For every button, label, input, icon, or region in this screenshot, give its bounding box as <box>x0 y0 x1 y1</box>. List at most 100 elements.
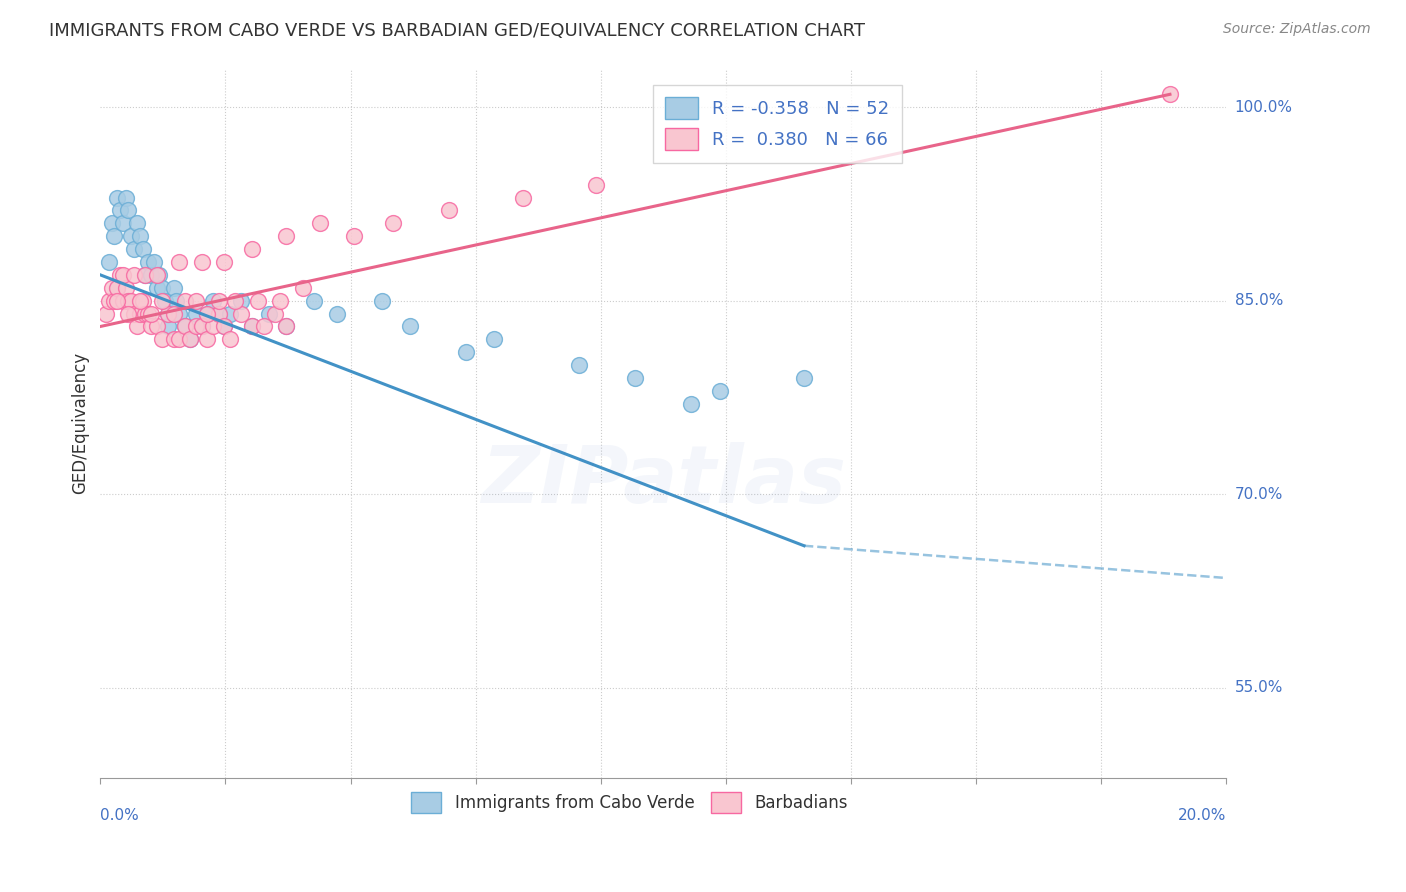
Point <box>150 332 173 346</box>
Point <box>212 255 235 269</box>
Point <box>100 216 122 230</box>
Point <box>276 319 298 334</box>
Point <box>179 332 201 346</box>
Point <box>212 319 235 334</box>
Text: 0.0%: 0.0% <box>100 808 139 823</box>
Point <box>134 307 156 321</box>
Point <box>184 319 207 334</box>
Point <box>139 307 162 321</box>
Point <box>681 397 703 411</box>
Point <box>97 293 120 308</box>
Point <box>103 229 125 244</box>
Point <box>269 293 291 308</box>
Point <box>382 216 405 230</box>
Point <box>309 216 332 230</box>
Point <box>142 255 165 269</box>
Point <box>240 319 263 334</box>
Point <box>139 319 162 334</box>
Point <box>136 307 159 321</box>
Point <box>240 242 263 256</box>
Point <box>257 307 280 321</box>
Point <box>512 190 534 204</box>
Point <box>276 319 298 334</box>
Point <box>145 268 167 282</box>
Point <box>105 293 128 308</box>
Point <box>173 319 195 334</box>
Point <box>156 319 179 334</box>
Point <box>201 293 224 308</box>
Point <box>162 281 184 295</box>
Text: 70.0%: 70.0% <box>1234 487 1282 501</box>
Point <box>326 307 349 321</box>
Point <box>190 319 212 334</box>
Point <box>156 307 179 321</box>
Point <box>117 307 139 321</box>
Point <box>122 307 145 321</box>
Point <box>173 293 195 308</box>
Point <box>148 268 170 282</box>
Point <box>167 307 190 321</box>
Point <box>179 332 201 346</box>
Point <box>128 293 150 308</box>
Point <box>162 307 184 321</box>
Point <box>624 371 647 385</box>
Point <box>162 332 184 346</box>
Point <box>97 255 120 269</box>
Text: 100.0%: 100.0% <box>1234 100 1292 115</box>
Point <box>100 281 122 295</box>
Point <box>105 281 128 295</box>
Point <box>276 229 298 244</box>
Point <box>292 281 315 295</box>
Point <box>793 371 815 385</box>
Point <box>114 281 136 295</box>
Point <box>103 293 125 308</box>
Point <box>1159 87 1181 102</box>
Point <box>122 242 145 256</box>
Text: IMMIGRANTS FROM CABO VERDE VS BARBADIAN GED/EQUIVALENCY CORRELATION CHART: IMMIGRANTS FROM CABO VERDE VS BARBADIAN … <box>49 22 865 40</box>
Point <box>218 307 240 321</box>
Point <box>117 293 139 308</box>
Point <box>484 332 506 346</box>
Point <box>240 319 263 334</box>
Point <box>207 293 229 308</box>
Point <box>456 345 478 359</box>
Point <box>165 293 187 308</box>
Point <box>195 307 218 321</box>
Point <box>120 293 142 308</box>
Point <box>212 319 235 334</box>
Point <box>439 203 461 218</box>
Point <box>399 319 422 334</box>
Text: 85.0%: 85.0% <box>1234 293 1282 309</box>
Point <box>139 268 162 282</box>
Point <box>120 229 142 244</box>
Point <box>184 293 207 308</box>
Point <box>117 203 139 218</box>
Point <box>94 307 117 321</box>
Point <box>190 255 212 269</box>
Point <box>111 268 134 282</box>
Point <box>229 293 252 308</box>
Point <box>114 190 136 204</box>
Text: ZIPatlas: ZIPatlas <box>481 442 846 520</box>
Point <box>117 293 139 308</box>
Point <box>131 293 153 308</box>
Point <box>134 268 156 282</box>
Point <box>156 307 179 321</box>
Point <box>134 268 156 282</box>
Point <box>167 255 190 269</box>
Point <box>150 293 173 308</box>
Point <box>207 307 229 321</box>
Point <box>150 281 173 295</box>
Point <box>246 293 269 308</box>
Point <box>585 178 607 192</box>
Point <box>136 255 159 269</box>
Point <box>122 268 145 282</box>
Point <box>252 319 274 334</box>
Point <box>145 319 167 334</box>
Point <box>195 332 218 346</box>
Point <box>173 319 195 334</box>
Point <box>145 281 167 295</box>
Point <box>153 293 176 308</box>
Point <box>218 332 240 346</box>
Point <box>108 268 131 282</box>
